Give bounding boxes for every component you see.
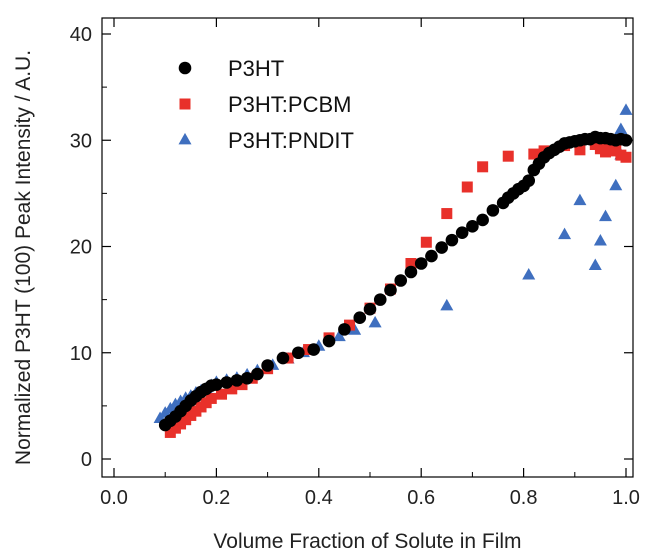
y-tick-label: 30 bbox=[70, 130, 92, 152]
data-point bbox=[573, 193, 587, 206]
data-point bbox=[226, 383, 238, 395]
legend-marker bbox=[178, 61, 192, 75]
x-axis: 0.0 0.2 0.4 0.6 0.8 1.0 bbox=[100, 18, 640, 509]
data-point bbox=[332, 329, 346, 342]
data-point bbox=[216, 388, 228, 400]
data-point bbox=[574, 144, 586, 156]
data-point bbox=[363, 302, 377, 316]
data-point bbox=[522, 268, 536, 280]
data-point bbox=[405, 258, 417, 269]
x-tick-label: 0.0 bbox=[100, 487, 128, 509]
data-point bbox=[240, 371, 254, 385]
y-tick-label: 10 bbox=[70, 343, 92, 365]
x-tick-label: 1.0 bbox=[612, 487, 640, 509]
x-tick-label: 0.2 bbox=[202, 487, 230, 509]
legend-marker bbox=[179, 98, 191, 110]
legend-label: P3HT bbox=[228, 56, 284, 81]
data-point bbox=[368, 315, 382, 328]
data-point bbox=[599, 209, 613, 222]
data-point bbox=[404, 265, 418, 279]
data-point bbox=[210, 378, 223, 391]
data-point bbox=[558, 227, 572, 240]
data-point bbox=[236, 379, 248, 391]
data-point bbox=[322, 334, 336, 348]
series-circle bbox=[158, 130, 633, 432]
data-point bbox=[220, 376, 233, 389]
data-point bbox=[528, 148, 540, 160]
data-point bbox=[455, 226, 469, 239]
data-point bbox=[461, 181, 473, 193]
data-point bbox=[338, 323, 351, 336]
data-point bbox=[307, 343, 320, 356]
plot-border bbox=[101, 17, 634, 478]
y-axis: 0 10 20 30 40 bbox=[70, 24, 633, 471]
data-point bbox=[593, 234, 607, 246]
data-point bbox=[522, 174, 536, 187]
y-axis-title: Normalized P3HT (100) Peak Intensity / A… bbox=[12, 50, 35, 465]
legend-label: P3HT:PNDIT bbox=[228, 128, 354, 153]
data-point bbox=[588, 258, 602, 270]
data-markers bbox=[153, 103, 633, 438]
data-point bbox=[486, 204, 500, 217]
data-point bbox=[440, 298, 454, 311]
data-point bbox=[230, 374, 244, 387]
x-axis-title: Volume Fraction of Solute in Film bbox=[213, 530, 521, 553]
data-point bbox=[425, 249, 438, 263]
y-tick-label: 20 bbox=[70, 237, 92, 259]
x-tick-label: 0.6 bbox=[407, 487, 435, 509]
data-point bbox=[420, 236, 432, 248]
data-point bbox=[620, 151, 632, 163]
data-point bbox=[344, 319, 356, 331]
data-point bbox=[502, 150, 514, 162]
data-point bbox=[292, 346, 305, 360]
data-point bbox=[477, 161, 489, 173]
data-point bbox=[476, 213, 489, 227]
x-tick-label: 0.4 bbox=[305, 487, 333, 509]
data-point bbox=[276, 351, 290, 365]
series-square bbox=[164, 139, 632, 438]
data-point bbox=[353, 311, 367, 324]
data-point bbox=[441, 208, 453, 220]
data-point bbox=[384, 283, 397, 297]
data-point bbox=[261, 359, 274, 372]
y-tick-label: 40 bbox=[70, 24, 92, 46]
data-point bbox=[466, 220, 479, 233]
legend-label: P3HT:PCBM bbox=[228, 92, 351, 117]
y-tick-label: 0 bbox=[81, 449, 92, 471]
data-point bbox=[373, 293, 387, 306]
data-point bbox=[445, 233, 459, 247]
data-point bbox=[614, 122, 628, 134]
legend: P3HT P3HT:PCBM P3HT:PNDIT bbox=[178, 56, 354, 153]
data-point bbox=[394, 274, 408, 287]
plot-frame bbox=[101, 17, 634, 478]
data-point bbox=[251, 367, 264, 381]
legend-marker bbox=[178, 132, 192, 145]
data-point bbox=[414, 257, 428, 270]
data-point bbox=[205, 392, 217, 404]
data-point bbox=[609, 178, 623, 191]
data-point bbox=[619, 133, 633, 147]
data-point bbox=[619, 103, 633, 115]
data-point bbox=[435, 241, 448, 254]
x-tick-label: 0.8 bbox=[510, 487, 538, 509]
